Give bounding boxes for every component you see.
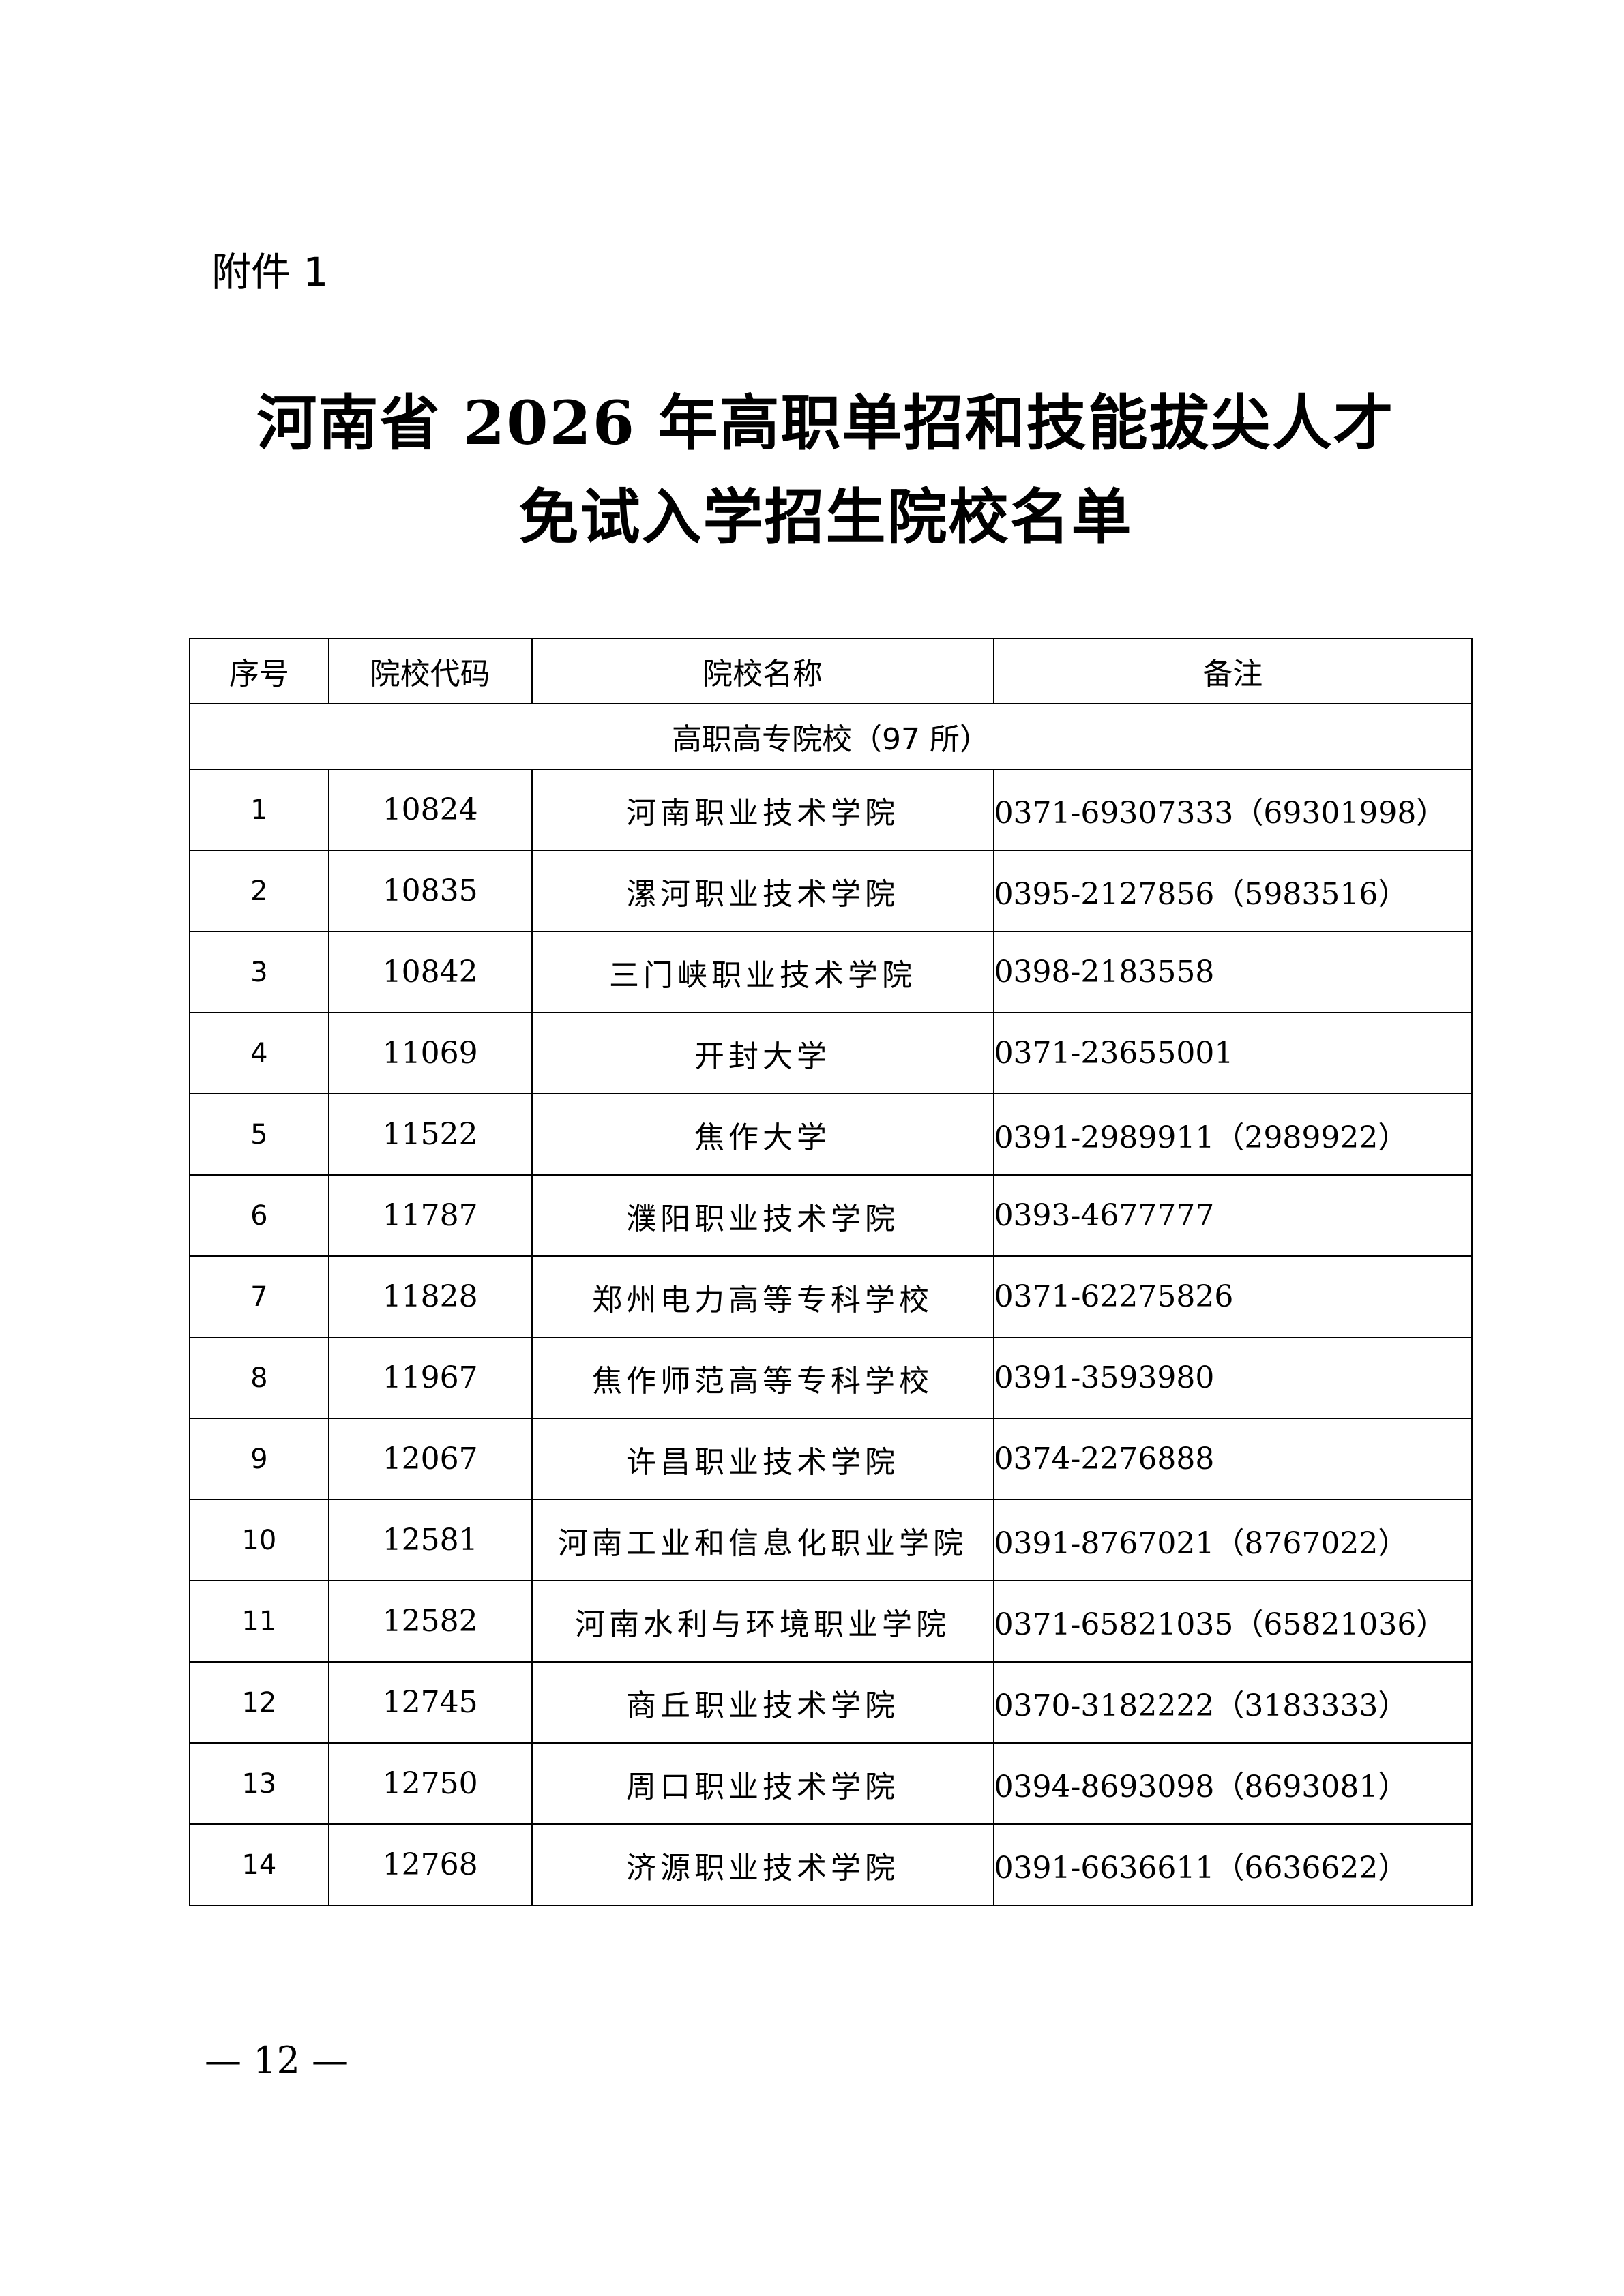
table-row: 14 12768 济源职业技术学院 0391-6636611（6636622） — [189, 1823, 1473, 1906]
header-code: 院校代码 — [327, 638, 533, 704]
cell-name: 濮阳职业技术学院 — [531, 1174, 994, 1257]
cell-seq: 4 — [189, 1012, 329, 1094]
cell-name: 焦作大学 — [531, 1093, 994, 1176]
table-row: 7 11828 郑州电力高等专科学校 0371-62275826 — [189, 1255, 1473, 1338]
cell-note: 0391-6636611（6636622） — [992, 1823, 1473, 1906]
cell-code: 10842 — [327, 931, 533, 1013]
document-title-line-2: 免试入学招生院校名单 — [518, 481, 1133, 552]
cell-code: 11069 — [327, 1012, 533, 1094]
table-row: 13 12750 周口职业技术学院 0394-8693098（8693081） — [189, 1742, 1473, 1825]
category-label: 高职高专院校（97 所） — [189, 703, 1473, 770]
cell-name: 河南职业技术学院 — [531, 769, 994, 851]
cell-note: 0395-2127856（5983516） — [992, 850, 1473, 932]
cell-name: 漯河职业技术学院 — [531, 850, 994, 932]
cell-name: 郑州电力高等专科学校 — [531, 1255, 994, 1338]
header-seq: 序号 — [189, 638, 329, 704]
table-row: 6 11787 濮阳职业技术学院 0393-4677777 — [189, 1174, 1473, 1257]
table-row: 2 10835 漯河职业技术学院 0395-2127856（5983516） — [189, 850, 1473, 932]
cell-note: 0371-62275826 — [992, 1255, 1473, 1338]
cell-seq: 12 — [189, 1661, 329, 1744]
cell-code: 11522 — [327, 1093, 533, 1176]
cell-note: 0391-8767021（8767022） — [992, 1499, 1473, 1581]
table-row: 4 11069 开封大学 0371-23655001 — [189, 1012, 1473, 1094]
cell-seq: 13 — [189, 1742, 329, 1825]
cell-code: 12768 — [327, 1823, 533, 1906]
cell-name: 河南水利与环境职业学院 — [531, 1580, 994, 1663]
cell-note: 0394-8693098（8693081） — [992, 1742, 1473, 1825]
cell-note: 0374-2276888 — [992, 1418, 1473, 1500]
table-header-row: 序号 院校代码 院校名称 备注 — [189, 638, 1473, 704]
cell-code: 12745 — [327, 1661, 533, 1744]
school-list-table: 序号 院校代码 院校名称 备注 高职高专院校（97 所） 1 10824 河南职业技… — [189, 638, 1473, 1906]
cell-seq: 10 — [189, 1499, 329, 1581]
cell-seq: 8 — [189, 1337, 329, 1419]
cell-seq: 3 — [189, 931, 329, 1013]
cell-name: 商丘职业技术学院 — [531, 1661, 994, 1744]
table-row: 10 12581 河南工业和信息化职业学院 0391-8767021（8767022） — [189, 1499, 1473, 1581]
document-title-line-1: 河南省 2026 年高职单招和技能拔尖人才 — [256, 387, 1395, 458]
cell-seq: 6 — [189, 1174, 329, 1257]
header-note: 备注 — [992, 638, 1473, 704]
cell-seq: 1 — [189, 769, 329, 851]
cell-note: 0371-23655001 — [992, 1012, 1473, 1094]
cell-name: 河南工业和信息化职业学院 — [531, 1499, 994, 1581]
table-row: 11 12582 河南水利与环境职业学院 0371-65821035（65821036… — [189, 1580, 1473, 1663]
cell-note: 0393-4677777 — [992, 1174, 1473, 1257]
cell-code: 11787 — [327, 1174, 533, 1257]
table-row: 9 12067 许昌职业技术学院 0374-2276888 — [189, 1418, 1473, 1500]
cell-name: 周口职业技术学院 — [531, 1742, 994, 1825]
cell-name: 开封大学 — [531, 1012, 994, 1094]
cell-name: 三门峡职业技术学院 — [531, 931, 994, 1013]
cell-seq: 9 — [189, 1418, 329, 1500]
cell-seq: 7 — [189, 1255, 329, 1338]
cell-seq: 2 — [189, 850, 329, 932]
table-row: 12 12745 商丘职业技术学院 0370-3182222（3183333） — [189, 1661, 1473, 1744]
cell-note: 0371-69307333（69301998） — [992, 769, 1473, 851]
cell-code: 11967 — [327, 1337, 533, 1419]
cell-code: 12067 — [327, 1418, 533, 1500]
table-row: 3 10842 三门峡职业技术学院 0398-2183558 — [189, 931, 1473, 1013]
cell-name: 焦作师范高等专科学校 — [531, 1337, 994, 1419]
cell-code: 12581 — [327, 1499, 533, 1581]
cell-note: 0398-2183558 — [992, 931, 1473, 1013]
cell-name: 济源职业技术学院 — [531, 1823, 994, 1906]
cell-name: 许昌职业技术学院 — [531, 1418, 994, 1500]
category-row: 高职高专院校（97 所） — [189, 703, 1473, 770]
table-row: 1 10824 河南职业技术学院 0371-69307333（69301998） — [189, 769, 1473, 851]
cell-code: 12582 — [327, 1580, 533, 1663]
page-number: — 12 — — [205, 2039, 349, 2082]
table-row: 5 11522 焦作大学 0391-2989911（2989922） — [189, 1093, 1473, 1176]
cell-code: 12750 — [327, 1742, 533, 1825]
cell-note: 0370-3182222（3183333） — [992, 1661, 1473, 1744]
cell-note: 0391-3593980 — [992, 1337, 1473, 1419]
header-name: 院校名称 — [531, 638, 994, 704]
cell-note: 0371-65821035（65821036） — [992, 1580, 1473, 1663]
cell-note: 0391-2989911（2989922） — [992, 1093, 1473, 1176]
cell-seq: 5 — [189, 1093, 329, 1176]
table-row: 8 11967 焦作师范高等专科学校 0391-3593980 — [189, 1337, 1473, 1419]
cell-seq: 11 — [189, 1580, 329, 1663]
attachment-label: 附件 1 — [211, 249, 329, 295]
cell-code: 10835 — [327, 850, 533, 932]
cell-code: 11828 — [327, 1255, 533, 1338]
cell-seq: 14 — [189, 1823, 329, 1906]
cell-code: 10824 — [327, 769, 533, 851]
